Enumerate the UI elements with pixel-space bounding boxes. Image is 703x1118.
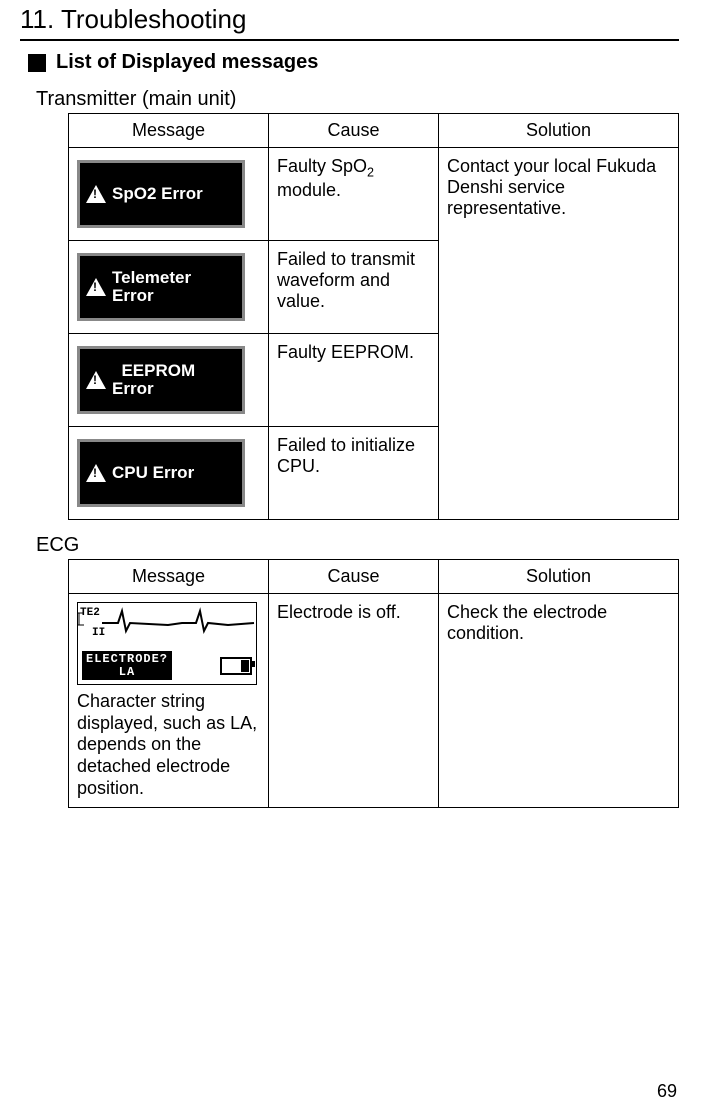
cause-cell: Electrode is off. [269,594,439,808]
ecg-heading: ECG [36,534,679,557]
cause-cell: Failed to transmit waveform and value. [269,241,439,334]
header-message: Message [69,560,269,594]
transmitter-heading: Transmitter (main unit) [36,88,679,111]
section-heading: List of Displayed messages [28,51,679,74]
lcd-display: Telemeter Error [77,253,245,321]
warning-triangle-icon [86,278,106,296]
lcd-text: SpO2 Error [112,185,203,203]
cause-text-pre: Faulty SpO [277,156,367,176]
table-row: TE2 II ELECTRODE? LA Chara [69,594,679,808]
lcd-text: Error [112,380,195,398]
lcd-text: EEPROM [112,362,195,380]
electrode-label: ELECTRODE? LA [82,651,172,680]
message-cell: SpO2 Error [69,148,269,241]
warning-triangle-icon [86,464,106,482]
battery-icon [220,657,252,675]
lcd-text: Error [112,287,191,305]
ecg-waveform: TE2 II [78,603,256,651]
message-cell: Telemeter Error [69,241,269,334]
warning-triangle-icon [86,185,106,203]
warning-triangle-icon [86,371,106,389]
page-number: 69 [657,1081,677,1102]
cause-cell: Faulty EEPROM. [269,334,439,427]
page-title: 11. Troubleshooting [20,4,679,37]
lcd-text: Telemeter [112,269,191,287]
cause-cell: Failed to initialize CPU. [269,427,439,520]
cause-cell: Faulty SpO2 module. [269,148,439,241]
header-cause: Cause [269,114,439,148]
title-rule [20,39,679,41]
cause-text-sub: 2 [367,166,374,180]
table-header-row: Message Cause Solution [69,114,679,148]
lcd-display: SpO2 Error [77,160,245,228]
solution-cell: Contact your local Fukuda Denshi service… [439,148,679,520]
ecg-display: TE2 II ELECTRODE? LA [77,602,257,685]
table-row: SpO2 Error Faulty SpO2 module. Contact y… [69,148,679,241]
header-solution: Solution [439,560,679,594]
message-note: Character string displayed, such as LA, … [77,691,260,799]
square-bullet-icon [28,54,46,72]
lcd-text: ELECTRODE? [86,653,168,666]
table-header-row: Message Cause Solution [69,560,679,594]
header-message: Message [69,114,269,148]
message-cell: EEPROM Error [69,334,269,427]
header-cause: Cause [269,560,439,594]
lcd-display: EEPROM Error [77,346,245,414]
lcd-text: LA [86,666,168,679]
transmitter-table: Message Cause Solution SpO2 Error Faulty… [68,113,679,520]
section-heading-text: List of Displayed messages [56,51,318,74]
cause-text-post: module. [277,180,341,200]
ecg-waveform-icon: TE2 II [78,603,256,651]
svg-text:II: II [92,627,105,639]
header-solution: Solution [439,114,679,148]
message-cell: CPU Error [69,427,269,520]
solution-cell: Check the electrode condition. [439,594,679,808]
lcd-text: CPU Error [112,464,194,482]
lcd-display: CPU Error [77,439,245,507]
ecg-table: Message Cause Solution TE2 II [68,559,679,808]
message-cell: TE2 II ELECTRODE? LA Chara [69,594,269,808]
